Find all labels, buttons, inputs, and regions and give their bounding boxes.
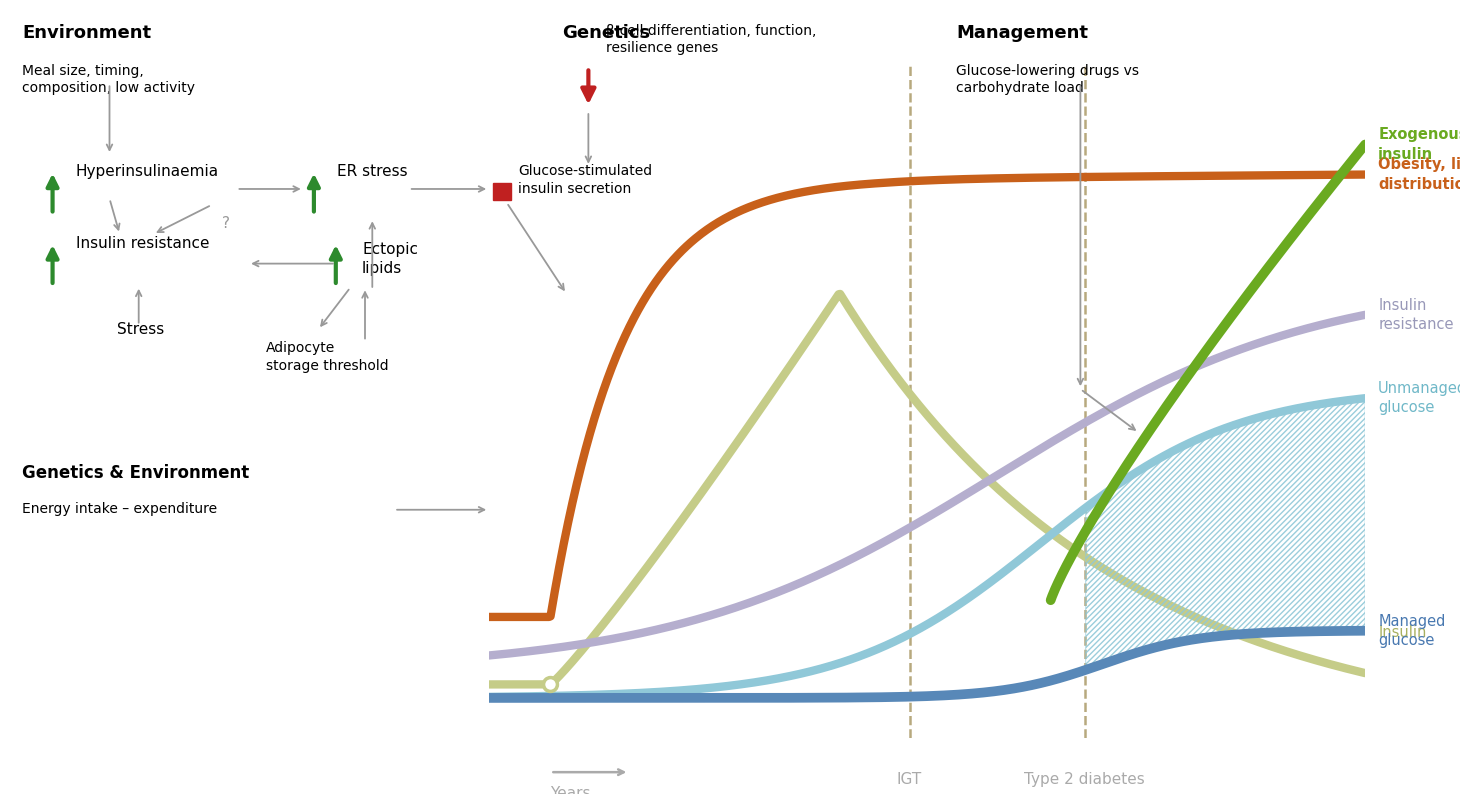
Text: Years: Years bbox=[550, 785, 591, 794]
Bar bbox=[493, 183, 511, 200]
Text: Insulin resistance: Insulin resistance bbox=[76, 236, 209, 251]
Text: Meal size, timing,
composition, low activity: Meal size, timing, composition, low acti… bbox=[22, 64, 194, 94]
Text: Type 2 diabetes: Type 2 diabetes bbox=[1025, 772, 1145, 787]
Text: Genetics: Genetics bbox=[562, 24, 650, 42]
Text: ER stress: ER stress bbox=[337, 164, 407, 179]
Text: Energy intake – expenditure: Energy intake – expenditure bbox=[22, 502, 218, 516]
Text: Glucose-lowering drugs vs
carbohydrate load: Glucose-lowering drugs vs carbohydrate l… bbox=[956, 64, 1139, 94]
Text: IGT: IGT bbox=[896, 772, 923, 787]
Text: Management: Management bbox=[956, 24, 1088, 42]
Text: Glucose-stimulated
insulin secretion: Glucose-stimulated insulin secretion bbox=[518, 164, 653, 195]
Text: β-cell differentiation, function,
resilience genes: β-cell differentiation, function, resili… bbox=[606, 24, 816, 55]
Text: Exogenous
insulin: Exogenous insulin bbox=[1378, 127, 1460, 162]
Text: Insulin: Insulin bbox=[1378, 625, 1426, 640]
Text: Stress: Stress bbox=[117, 322, 164, 337]
Text: Adipocyte
storage threshold: Adipocyte storage threshold bbox=[266, 341, 388, 372]
Text: Environment: Environment bbox=[22, 24, 150, 42]
Text: Ectopic
lipids: Ectopic lipids bbox=[362, 242, 418, 276]
Text: Obesity, lipid
distribution: Obesity, lipid distribution bbox=[1378, 157, 1460, 191]
Text: Insulin
resistance: Insulin resistance bbox=[1378, 298, 1454, 332]
Text: Genetics & Environment: Genetics & Environment bbox=[22, 464, 250, 483]
Text: Hyperinsulinaemia: Hyperinsulinaemia bbox=[76, 164, 219, 179]
Text: Managed
glucose: Managed glucose bbox=[1378, 614, 1445, 648]
Text: Unmanaged
glucose: Unmanaged glucose bbox=[1378, 381, 1460, 415]
Text: ?: ? bbox=[222, 217, 231, 231]
